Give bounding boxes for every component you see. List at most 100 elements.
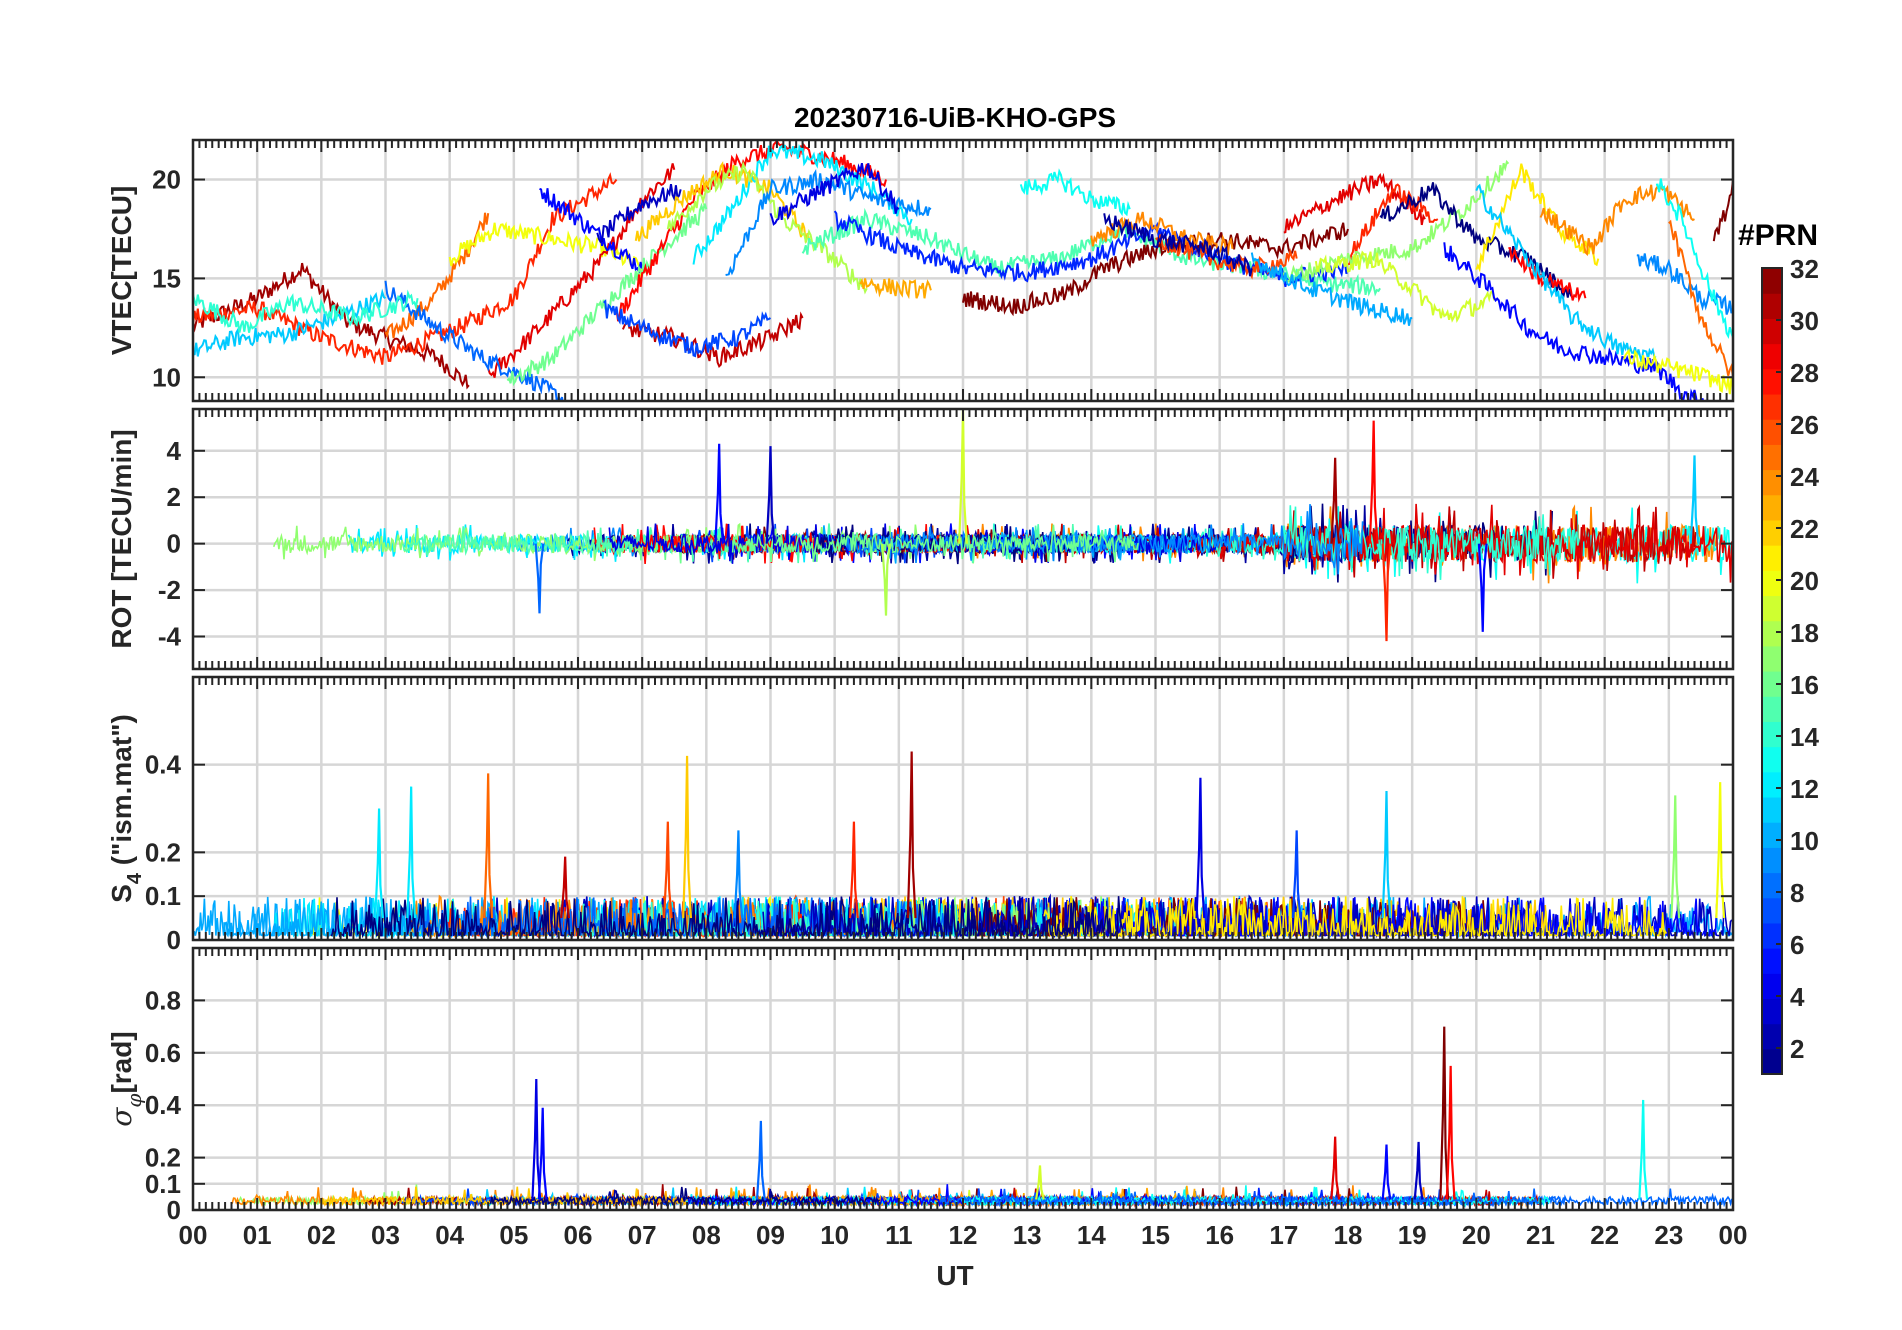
x-tick-label: 23	[1654, 1220, 1683, 1250]
colorbar-swatch	[1762, 872, 1782, 899]
y-tick-label: -2	[158, 575, 181, 605]
colorbar-tick-label: 16	[1790, 670, 1819, 700]
series-group	[272, 409, 1733, 642]
x-tick-label: 21	[1526, 1220, 1555, 1250]
colorbar-tick-label: 6	[1790, 930, 1804, 960]
colorbar-swatch	[1762, 645, 1782, 672]
y-tick-label: 0.6	[145, 1038, 181, 1068]
series-prn-22	[634, 161, 810, 243]
spike-prn-3	[1413, 1141, 1424, 1200]
x-tick-label: 00	[179, 1220, 208, 1250]
spike-prn-8	[534, 543, 545, 614]
series-prn-20	[1622, 348, 1733, 395]
series-prn-26	[1155, 234, 1298, 280]
panel-vtec: 10 15 20 VTEC[TECU]	[106, 138, 1735, 403]
spike-prn-8	[755, 1120, 766, 1200]
series-prn-14	[193, 289, 419, 333]
x-tick-label: 08	[692, 1220, 721, 1250]
colorbar-swatch	[1762, 494, 1782, 521]
colorbar-tick-label: 26	[1790, 410, 1819, 440]
colorbar-tick-label: 14	[1790, 722, 1819, 752]
x-tick-label: 01	[243, 1220, 272, 1250]
x-tick-label: 10	[820, 1220, 849, 1250]
series-prn-4	[769, 162, 900, 226]
spike-prn-29	[1330, 1136, 1341, 1200]
y-tick-label: 0.1	[145, 881, 181, 911]
colorbar-swatch	[1762, 1048, 1782, 1075]
x-tick-label: 22	[1590, 1220, 1619, 1250]
series-prn-1	[1379, 182, 1574, 299]
colorbar-swatch	[1762, 519, 1782, 546]
series-prn-27	[193, 172, 618, 365]
colorbar-swatch	[1762, 293, 1782, 319]
spike-prn-25	[483, 773, 494, 919]
colorbar-swatch	[1762, 469, 1782, 496]
series-prn-2	[1103, 213, 1253, 277]
y-axis-label: σφ[rad]	[105, 1031, 146, 1126]
spike-prn-31	[1330, 457, 1341, 544]
x-tick-label: 13	[1013, 1220, 1042, 1250]
spike-prn-19	[958, 409, 968, 544]
spike-prn-19	[1035, 1165, 1045, 1200]
x-tick-label: 04	[435, 1220, 464, 1250]
colorbar-swatch	[1762, 973, 1782, 1000]
colorbar-swatch	[1762, 897, 1782, 924]
y-tick-label: 10	[152, 362, 181, 392]
noise-trace	[843, 504, 1364, 575]
colorbar-swatch	[1762, 570, 1782, 597]
x-tick-label: 05	[499, 1220, 528, 1250]
spike-prn-27	[848, 821, 859, 919]
y-tick-label: 2	[167, 482, 181, 512]
figure-title: 20230716-UiB-KHO-GPS	[794, 102, 1116, 133]
x-tick-label: 06	[564, 1220, 593, 1250]
panel-sigma_phi: 00.10.2 0.4 0.6 0.8 σφ[rad]	[105, 946, 1735, 1225]
series-prn-25	[384, 212, 490, 339]
x-tick-label: 16	[1205, 1220, 1234, 1250]
x-tick-label: 18	[1334, 1220, 1363, 1250]
colorbar-tick-label: 4	[1790, 982, 1805, 1012]
series-group	[193, 140, 1733, 401]
spike-prn-27	[1381, 543, 1392, 642]
colorbar-swatch	[1762, 746, 1782, 773]
colorbar-swatch	[1762, 419, 1782, 445]
series-prn-9	[725, 168, 932, 276]
colorbar-swatch	[1762, 771, 1782, 798]
y-tick-label: 0.4	[145, 1090, 182, 1120]
y-axis-label: ROT [TECU/min]	[106, 429, 137, 648]
spike-prn-4	[531, 1078, 542, 1200]
y-tick-label: 0	[167, 925, 181, 955]
x-tick-label: 19	[1398, 1220, 1427, 1250]
series-prn-5	[539, 187, 644, 274]
series-prn-32	[962, 222, 1349, 317]
spike-prn-12	[374, 808, 385, 919]
colorbar-tick-label: 20	[1790, 566, 1819, 596]
colorbar-swatch	[1762, 1023, 1782, 1050]
panel-rot: -4 -2 0 2 4 ROT [TECU/min]	[106, 407, 1735, 671]
spike-prn-5	[714, 443, 725, 544]
series-prn-5	[1443, 242, 1708, 401]
colorbar-tick-label: 28	[1790, 358, 1819, 388]
colorbar-tick-label: 12	[1790, 774, 1819, 804]
colorbar-swatch	[1762, 721, 1782, 748]
series-prn-27	[1347, 183, 1439, 266]
y-tick-label: 15	[152, 263, 181, 293]
y-tick-label: 0.2	[145, 1143, 181, 1173]
y-tick-label: 20	[152, 165, 181, 195]
colorbar-tick-label: 10	[1790, 826, 1819, 856]
x-tick-label: 07	[628, 1220, 657, 1250]
colorbar-swatch	[1762, 847, 1782, 874]
spike-prn-7	[1291, 830, 1302, 919]
panel-s4: 0 0.1 0.2 0.4S4 ("ism.mat")	[106, 675, 1735, 955]
spike-prn-9	[733, 830, 744, 919]
x-tick-label: 03	[371, 1220, 400, 1250]
series-prn-23	[859, 277, 932, 300]
series-prn-10	[1250, 252, 1413, 326]
x-tick-label: 12	[949, 1220, 978, 1250]
x-tick-label: 02	[307, 1220, 336, 1250]
colorbar-title: #PRN	[1738, 219, 1818, 252]
spike-prn-32	[1439, 1026, 1450, 1200]
spike-prn-26	[662, 821, 673, 919]
colorbar-swatch	[1762, 343, 1782, 370]
x-axis-label: UT	[936, 1260, 973, 1291]
